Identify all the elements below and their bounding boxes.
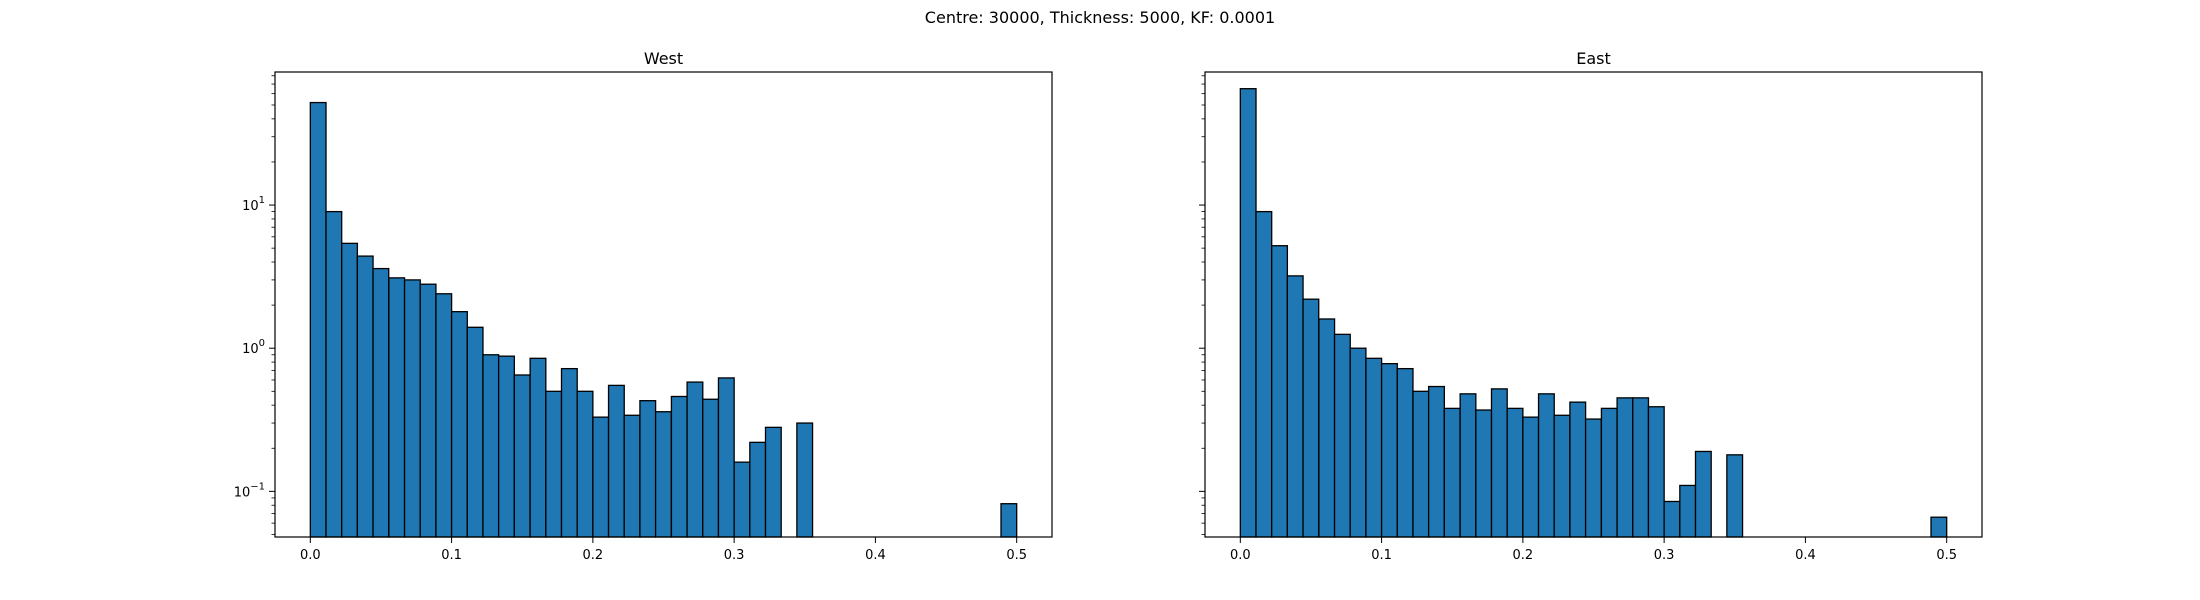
east-x-tick-label-1: 0.1 xyxy=(1371,548,1392,563)
east-bar-5 xyxy=(1318,318,1336,538)
west-bar-25 xyxy=(702,398,720,538)
west-axes-frame xyxy=(274,71,1053,538)
west-bar-18 xyxy=(592,416,610,538)
east-bar-9 xyxy=(1380,363,1398,538)
west-bar-8 xyxy=(435,293,453,538)
west-x-tick-label-1: 0.1 xyxy=(441,548,462,563)
west-bar-22 xyxy=(654,411,672,538)
east-bar-3 xyxy=(1286,275,1304,538)
east-bar-26 xyxy=(1647,406,1665,538)
west-x-tick-label-4: 0.4 xyxy=(865,548,886,563)
east-x-tick-label-4: 0.4 xyxy=(1795,548,1816,563)
east-bar-22 xyxy=(1584,418,1602,538)
east-bar-21 xyxy=(1569,401,1587,538)
east-x-tick-label-0: 0.0 xyxy=(1230,548,1251,563)
west-bar-19 xyxy=(607,384,625,538)
east-bar-15 xyxy=(1475,409,1493,538)
east-bar-17 xyxy=(1506,407,1524,538)
west-bar-10 xyxy=(466,326,484,538)
east-x-tick-label-2: 0.2 xyxy=(1513,548,1534,563)
east-bar-28 xyxy=(1679,484,1697,538)
east-bar-19 xyxy=(1537,393,1555,538)
west-bar-1 xyxy=(325,210,343,538)
east-bar-13 xyxy=(1443,407,1461,538)
east-bar-11 xyxy=(1412,390,1430,538)
west-bar-2 xyxy=(341,242,359,538)
west-y-tick-label-1: 100 xyxy=(242,338,265,357)
east-bar-44 xyxy=(1930,516,1948,538)
west-bar-27 xyxy=(733,461,751,538)
east-bar-8 xyxy=(1365,357,1383,538)
east-bar-18 xyxy=(1522,416,1540,538)
east-bar-20 xyxy=(1553,414,1571,538)
west-bar-7 xyxy=(419,283,437,538)
east-x-tick-label-3: 0.3 xyxy=(1654,548,1675,563)
west-bar-24 xyxy=(686,381,704,538)
west-bar-21 xyxy=(639,400,657,538)
west-bar-15 xyxy=(545,390,563,538)
west-bar-31 xyxy=(796,422,814,538)
east-bar-1 xyxy=(1255,210,1273,538)
west-bar-20 xyxy=(623,414,641,538)
west-bar-44 xyxy=(1000,503,1018,538)
east-bar-10 xyxy=(1396,367,1414,538)
east-bar-7 xyxy=(1349,347,1367,538)
west-y-tick-label-0: 10−1 xyxy=(234,481,265,500)
west-x-tick-label-0: 0.0 xyxy=(300,548,321,563)
west-x-tick-label-5: 0.5 xyxy=(1006,548,1027,563)
east-bar-25 xyxy=(1632,397,1650,538)
east-x-tick-label-5: 0.5 xyxy=(1936,548,1957,563)
west-bar-5 xyxy=(388,277,406,538)
chart-panel-east: East 0.0 0.1 0.2 0.3 0.4 0.5 xyxy=(1199,49,1983,563)
west-bar-6 xyxy=(403,279,421,538)
east-bar-6 xyxy=(1333,333,1351,538)
east-bar-24 xyxy=(1616,397,1634,538)
east-chart-title: East xyxy=(1576,49,1611,68)
west-bar-17 xyxy=(576,390,594,538)
east-bar-29 xyxy=(1694,450,1712,538)
east-bar-27 xyxy=(1663,500,1681,538)
west-bar-13 xyxy=(513,374,531,538)
east-bar-12 xyxy=(1427,385,1445,538)
west-x-tick-label-2: 0.2 xyxy=(583,548,604,563)
west-bar-3 xyxy=(356,255,374,538)
east-bar-31 xyxy=(1726,454,1744,538)
west-bar-26 xyxy=(717,377,735,538)
west-y-tick-label-2: 101 xyxy=(242,195,265,214)
west-x-tick-label-3: 0.3 xyxy=(724,548,745,563)
figure-suptitle: Centre: 30000, Thickness: 5000, KF: 0.00… xyxy=(924,8,1276,27)
east-bar-2 xyxy=(1271,245,1289,538)
west-bar-11 xyxy=(482,354,500,538)
west-bar-29 xyxy=(764,426,782,538)
west-bar-16 xyxy=(560,367,578,538)
west-bar-4 xyxy=(372,267,390,538)
chart-panel-west: West 0.0 0.1 0.2 0.3 0.4 0.5 10−1 100 101 xyxy=(234,49,1053,563)
east-bar-14 xyxy=(1459,393,1477,538)
west-bar-28 xyxy=(749,441,767,538)
east-bar-0 xyxy=(1239,88,1257,538)
west-bar-14 xyxy=(529,357,547,538)
west-bar-0 xyxy=(309,101,327,538)
west-bar-9 xyxy=(450,311,468,538)
east-bar-16 xyxy=(1490,388,1508,538)
east-axes-frame xyxy=(1204,71,1983,538)
west-bar-12 xyxy=(497,355,515,538)
east-bar-4 xyxy=(1302,298,1320,538)
west-bar-23 xyxy=(670,395,688,538)
east-bar-23 xyxy=(1600,407,1618,538)
west-chart-title: West xyxy=(644,49,683,68)
